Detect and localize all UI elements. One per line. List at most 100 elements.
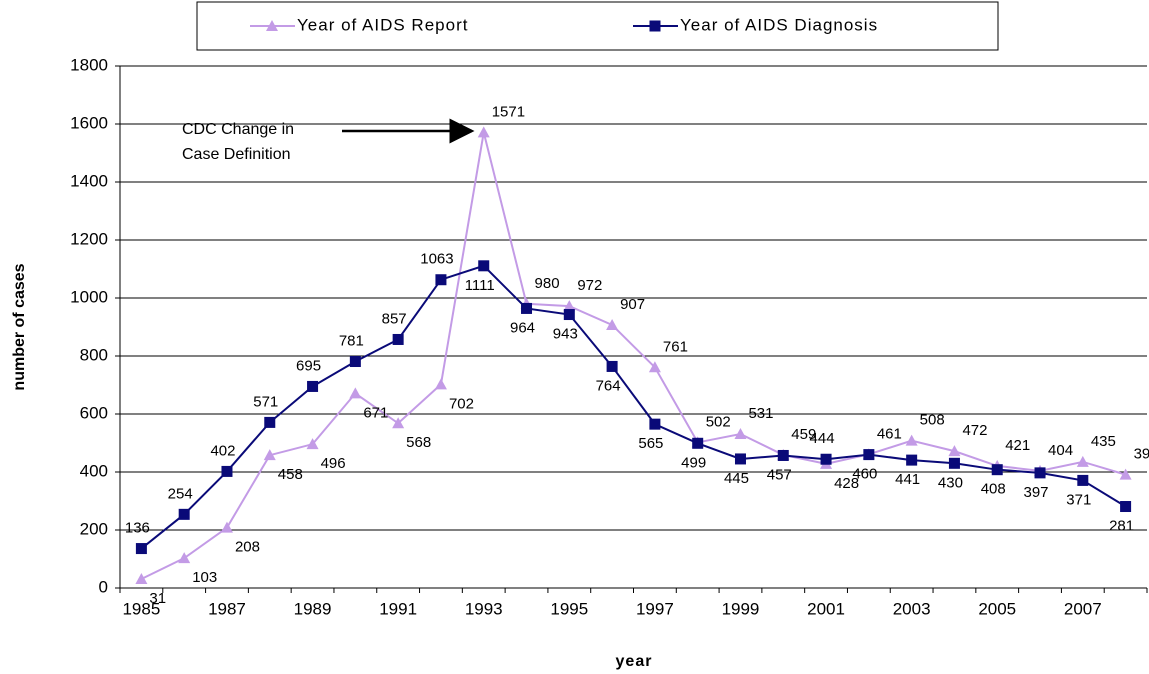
data-label: 702: [449, 395, 474, 412]
data-label: 1063: [420, 251, 453, 268]
x-tick-label: 1997: [636, 599, 674, 618]
data-point: [521, 302, 533, 314]
data-point: [349, 356, 361, 368]
data-label: 781: [339, 332, 364, 349]
y-tick-label: 0: [99, 577, 108, 596]
data-label: 445: [724, 470, 749, 487]
data-point: [478, 260, 490, 272]
data-point: [606, 318, 619, 330]
x-tick-label: 2003: [893, 599, 931, 618]
y-tick-label: 1800: [70, 55, 108, 74]
data-point: [692, 437, 704, 449]
data-point: [820, 453, 832, 465]
data-label: 761: [663, 338, 688, 355]
data-label: 499: [681, 454, 706, 471]
data-label: 531: [748, 405, 773, 422]
x-tick-label: 1987: [208, 599, 246, 618]
data-label: 565: [638, 435, 663, 452]
data-label: 457: [767, 466, 792, 483]
data-label: 397: [1024, 484, 1049, 501]
legend-marker: [649, 20, 661, 32]
series-line: [140, 264, 1127, 550]
data-label: 568: [406, 434, 431, 451]
data-label: 980: [535, 275, 560, 292]
data-label: 428: [834, 475, 859, 492]
data-point: [563, 300, 576, 312]
data-label: 435: [1091, 433, 1116, 450]
data-label: 404: [1048, 442, 1073, 459]
data-point: [606, 360, 618, 372]
legend-label: Year of AIDS Report: [297, 15, 468, 34]
data-label: 508: [920, 412, 945, 429]
data-point: [1076, 455, 1089, 467]
data-point: [221, 465, 233, 477]
data-label: 964: [510, 319, 535, 336]
data-label: 408: [981, 481, 1006, 498]
data-label: 31: [149, 590, 166, 607]
data-point: [1034, 467, 1046, 479]
data-point: [135, 543, 147, 555]
y-tick-label: 600: [80, 403, 108, 422]
x-tick-label: 1999: [722, 599, 760, 618]
data-point: [477, 126, 490, 138]
data-label: 136: [125, 520, 150, 537]
y-axis-label: number of cases: [11, 263, 28, 390]
data-label: 571: [253, 393, 278, 410]
data-point: [434, 378, 447, 390]
data-point: [649, 418, 661, 430]
data-point: [307, 380, 319, 392]
data-point: [1077, 474, 1089, 486]
data-point: [863, 449, 875, 461]
x-tick-label: 1985: [122, 599, 160, 618]
data-label: 1111: [465, 277, 495, 294]
data-label: 421: [1005, 437, 1030, 454]
data-point: [991, 464, 1003, 476]
data-label: 103: [192, 569, 217, 586]
data-label: 972: [577, 277, 602, 294]
data-point: [220, 521, 233, 533]
data-label: 943: [553, 325, 578, 342]
data-point: [777, 449, 789, 461]
x-tick-label: 2005: [978, 599, 1016, 618]
legend-label: Year of AIDS Diagnosis: [680, 15, 878, 34]
data-point: [906, 454, 918, 466]
data-point: [1120, 501, 1132, 513]
data-point: [905, 434, 918, 446]
data-point: [948, 457, 960, 469]
data-point: [734, 453, 746, 465]
data-point: [734, 428, 747, 440]
x-tick-label: 2001: [807, 599, 845, 618]
data-point: [263, 449, 276, 461]
data-point: [264, 416, 276, 428]
data-label: 459: [791, 426, 816, 443]
x-tick-label: 2007: [1064, 599, 1102, 618]
data-point: [392, 417, 405, 429]
data-point: [392, 333, 404, 345]
data-label: 458: [278, 466, 303, 483]
data-label: 461: [877, 425, 902, 442]
data-label: 907: [620, 296, 645, 313]
data-label: 444: [810, 430, 835, 447]
data-label: 502: [706, 413, 731, 430]
data-label: 695: [296, 357, 321, 374]
y-tick-label: 200: [80, 519, 108, 538]
legend-box: [196, 1, 999, 51]
y-tick-label: 1200: [70, 229, 108, 248]
data-label: 281: [1109, 517, 1134, 534]
y-tick-label: 400: [80, 461, 108, 480]
data-label: 460: [852, 466, 877, 483]
x-tick-label: 1993: [465, 599, 503, 618]
annotation: Case Definition: [182, 146, 291, 163]
data-label: 391: [1134, 446, 1149, 463]
x-tick-label: 1989: [294, 599, 332, 618]
data-label: 857: [382, 310, 407, 327]
x-tick-label: 1991: [379, 599, 417, 618]
series-line: [140, 132, 1126, 580]
data-point: [563, 309, 575, 321]
data-point: [948, 445, 961, 457]
data-point: [178, 508, 190, 520]
data-label: 208: [235, 539, 260, 556]
annotation: CDC Change in: [182, 121, 294, 138]
data-label: 430: [938, 474, 963, 491]
